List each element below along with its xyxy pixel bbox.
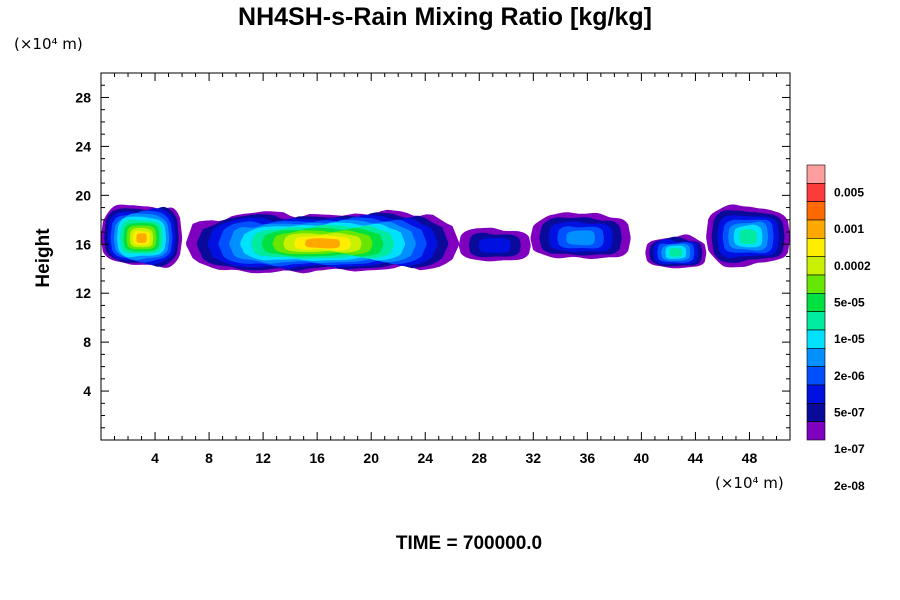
contour-band [478,238,511,253]
colorbar-level-label: 0.005 [834,186,864,200]
colorbar: 0.005 0.001 0.0002 5e-05 1e-05 2e-06 5e-07 1e-0… [806,164,871,493]
colorbar-swatch [806,366,826,386]
contour-band [136,233,147,243]
y-tick-label: 4 [83,383,91,399]
colorbar-level-label: 5e-05 [834,296,865,310]
x-tick-label: 32 [526,450,542,466]
y-tick-label: 20 [75,187,91,203]
plot-contours [101,204,790,274]
colorbar-level-label: 5e-07 [834,406,865,420]
y-tick-label: 24 [75,138,91,154]
y-tick-label: 8 [83,334,91,350]
colorbar-level-label: 0.0002 [834,259,871,273]
colorbar-swatch [806,183,826,202]
colorbar-swatch [806,311,826,331]
x-tick-label: 24 [417,450,433,466]
y-tick-label: 28 [75,89,91,105]
colorbar-swatch [806,384,826,404]
x-tick-label: 44 [688,450,704,466]
colorbar-swatch [806,348,826,367]
time-label: TIME = 700000.0 [396,533,542,554]
colorbar-swatch [806,164,826,184]
colorbar-level-label: 2e-08 [834,479,865,493]
x-tick-label: 28 [471,450,487,466]
x-axis: 4 8 12 16 20 24 28 32 36 40 44 48 [114,73,777,466]
colorbar-swatch [806,293,826,312]
x-tick-label: 20 [363,450,379,466]
colorbar-swatch [806,201,826,221]
colorbar-swatch [806,329,826,349]
colorbar-swatch [806,256,826,276]
x-tick-label: 16 [309,450,325,466]
chart-title: NH4SH-s-Rain Mixing Ratio [kg/kg] [238,3,652,31]
colorbar-level-label: 0.001 [834,222,864,236]
colorbar-level-label: 2e-06 [834,369,865,383]
contour-band [669,248,683,257]
x-unit-label: (×10⁴ m) [715,474,784,492]
colorbar-swatch [806,403,826,422]
x-tick-label: 4 [151,450,159,466]
colorbar-swatch [806,421,826,441]
colorbar-swatch [806,238,826,257]
y-tick-label: 16 [75,236,91,252]
colorbar-swatch [806,219,826,239]
contour-band [566,230,595,246]
x-tick-label: 36 [580,450,596,466]
x-tick-label: 8 [205,450,213,466]
y-tick-label: 12 [75,285,91,301]
colorbar-level-label: 1e-05 [834,332,865,346]
colorbar-swatch [806,274,826,294]
x-tick-label: 12 [255,450,271,466]
y-unit-label: (×10⁴ m) [14,35,83,53]
x-tick-label: 40 [634,450,650,466]
y-axis-label: Height [33,228,54,288]
colorbar-level-label: 1e-07 [834,442,865,456]
y-axis: 4 8 12 16 20 24 28 [75,84,790,429]
x-tick-label: 48 [742,450,758,466]
contour-band [305,238,340,249]
contour-band [739,229,757,244]
